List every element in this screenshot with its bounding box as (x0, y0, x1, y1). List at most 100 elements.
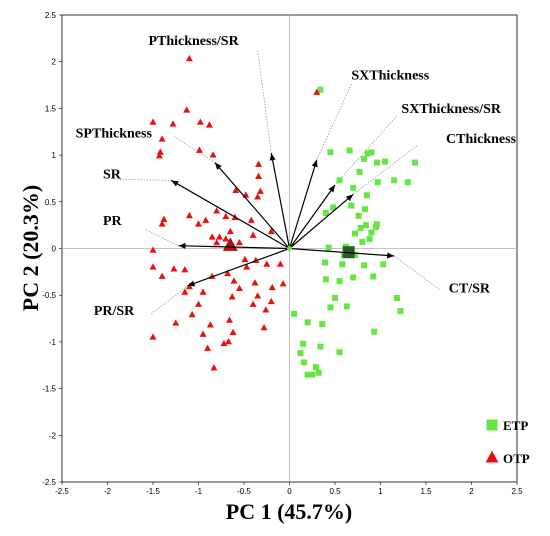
otp-point (226, 227, 234, 235)
otp-point (213, 207, 221, 214)
otp-point (149, 263, 157, 270)
otp-point (208, 233, 216, 240)
otp-point (199, 330, 207, 337)
loading-arrow-shaft (187, 247, 290, 287)
otp-point (195, 146, 203, 153)
etp-point (374, 179, 381, 186)
legend: ETP OTP (485, 418, 530, 466)
otp-point (255, 160, 263, 167)
leader-line (116, 178, 172, 181)
etp-point (364, 150, 371, 157)
etp-point (348, 202, 355, 209)
loading-arrow-head (311, 159, 318, 168)
etp-point (380, 261, 387, 268)
etp-point (336, 177, 343, 184)
loading-arrows (170, 153, 395, 287)
etp-point (304, 371, 311, 378)
otp-point (313, 88, 321, 95)
etp-point (301, 359, 308, 366)
etp-point (382, 158, 389, 165)
otp-point (156, 148, 164, 155)
otp-point (268, 283, 276, 291)
otp-point (225, 337, 233, 345)
etp-point (359, 238, 366, 245)
otp-point (181, 288, 189, 295)
etp-point (357, 224, 364, 231)
otp-point (172, 319, 180, 326)
otp-point (228, 293, 236, 300)
otp-point (195, 300, 202, 307)
etp-point (352, 252, 359, 259)
x-tick-label: -1 (195, 487, 203, 496)
otp-point (224, 269, 232, 277)
loading-label: SXThickness/SR (401, 102, 501, 117)
otp-point (225, 316, 233, 323)
etp-point (315, 369, 322, 376)
loading-label: SPThickness (76, 126, 153, 141)
otp-point (254, 193, 262, 200)
otp-point (185, 54, 193, 62)
data-points (149, 54, 419, 378)
etp-point (343, 303, 350, 310)
y-tick-label: 2 (52, 58, 57, 67)
otp-point (235, 238, 243, 246)
etp-point (356, 168, 363, 175)
y-tick-label: -0.5 (42, 291, 56, 300)
y-tick-label: 0 (52, 245, 57, 254)
otp-point (262, 306, 270, 313)
otp-point (251, 279, 259, 286)
otp-point (209, 151, 217, 158)
etp-point (361, 262, 368, 269)
otp-point (155, 152, 163, 159)
etp-point (327, 149, 334, 156)
otp-point (183, 106, 191, 113)
otp-point (260, 323, 268, 331)
otp-point (181, 266, 189, 273)
etp-point (412, 159, 419, 166)
loading-arrow-shaft (214, 162, 290, 249)
loading-arrow-head (178, 242, 186, 249)
loading-arrow-shaft (178, 245, 290, 250)
y-tick-label: -1.5 (42, 385, 56, 394)
otp-point (169, 120, 177, 127)
loading-label: SXThickness (351, 68, 429, 83)
etp-point (321, 259, 328, 266)
otp-point (279, 280, 287, 287)
etp-point (371, 328, 378, 335)
x-tick-label: 0 (287, 487, 292, 496)
otp-point (215, 233, 223, 240)
x-tick-label: 2 (469, 487, 474, 496)
otp-point (158, 272, 166, 279)
loading-arrow-shaft (288, 159, 318, 249)
loading-labels: PThickness/SR SXThickness SXThickness/SR CT… (76, 34, 517, 319)
etp-point (373, 221, 380, 228)
y-tick-label: 1.5 (45, 104, 57, 113)
otp-point (276, 260, 284, 267)
etp-point (370, 273, 377, 280)
otp-point (255, 172, 263, 179)
y-axis-title: PC 2 (20.3%) (18, 185, 43, 311)
origin-marker (287, 246, 292, 251)
y-tick-label: -2.5 (42, 478, 56, 487)
legend-otp-marker (485, 450, 499, 463)
otp-point (202, 216, 210, 223)
etp-point (322, 276, 329, 283)
etp-point (317, 343, 324, 350)
otp-point (199, 288, 207, 295)
loading-arrow-head (269, 153, 276, 161)
otp-point (222, 212, 230, 220)
y-tick-label: 1 (52, 151, 57, 160)
etp-point (339, 261, 346, 268)
loading-arrow-head (171, 180, 179, 187)
otp-point (185, 211, 193, 219)
otp-point (149, 333, 157, 340)
loading-arrow-head (386, 252, 395, 259)
y-tick-label: -2 (49, 431, 57, 440)
leader-line (145, 229, 179, 247)
etp-point (363, 192, 370, 199)
otp-point (205, 121, 213, 128)
otp-point (256, 187, 264, 194)
etp-point (404, 179, 411, 186)
etp-point (350, 184, 357, 191)
